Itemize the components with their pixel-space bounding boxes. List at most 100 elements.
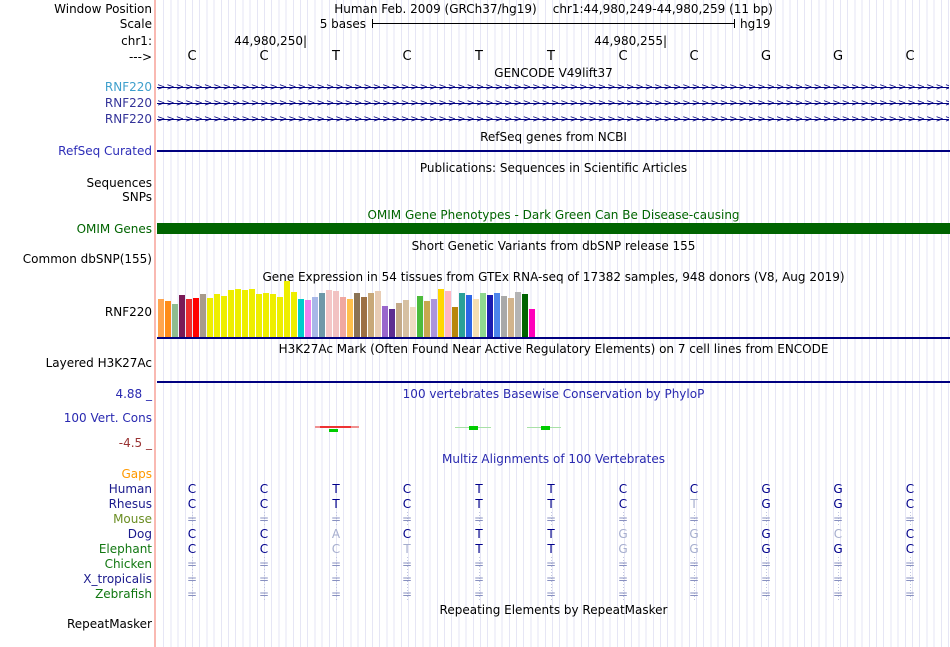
gtex-bar[interactable] [431, 299, 437, 337]
gene-label-rnf220-1[interactable]: RNF220 [104, 80, 152, 94]
alignment-base-cell: T [547, 542, 555, 556]
gtex-bar[interactable] [270, 294, 276, 337]
gtex-bar[interactable] [487, 295, 493, 337]
phylop-track-label[interactable]: 100 Vert. Cons [63, 411, 152, 425]
gtex-bar[interactable] [424, 301, 430, 337]
gtex-bar[interactable] [417, 296, 423, 337]
gtex-bar[interactable] [522, 294, 528, 337]
gene-model-rnf220-1[interactable]: >>>>>>>>>>>>>>>>>>>>>>>>>>>>>>>>>>>>>>>>… [157, 81, 949, 94]
gtex-bar[interactable] [193, 298, 199, 337]
gtex-bar[interactable] [165, 301, 171, 337]
alignment-base-cell: C [259, 497, 269, 511]
gtex-bar[interactable] [305, 300, 311, 337]
alignment-base-cell: G [761, 497, 771, 511]
alignment-base-cell: = [544, 512, 558, 527]
gtex-bar[interactable] [319, 293, 325, 337]
gtex-bar[interactable] [214, 294, 220, 337]
gtex-bar[interactable] [515, 292, 521, 337]
alignment-base-cell: G [689, 542, 699, 556]
gaps-row-label[interactable]: Gaps [121, 467, 152, 481]
gtex-bar[interactable] [263, 293, 269, 337]
gtex-bar[interactable] [277, 297, 283, 337]
alignment-base-cell: G [833, 542, 843, 556]
refseq-gene-line[interactable] [157, 150, 950, 152]
species-label-chicken[interactable]: Chicken [104, 557, 152, 571]
repeatmasker-label[interactable]: RepeatMasker [66, 617, 152, 631]
refseq-curated-label[interactable]: RefSeq Curated [58, 144, 152, 158]
gtex-bar[interactable] [200, 294, 206, 337]
gtex-bar[interactable] [298, 299, 304, 337]
layered-h3k27ac-label[interactable]: Layered H3K27Ac [45, 356, 152, 370]
gtex-bar[interactable] [207, 298, 213, 337]
gtex-bar[interactable] [172, 304, 178, 337]
gtex-gene-label[interactable]: RNF220 [104, 305, 152, 319]
species-label-zebrafish[interactable]: Zebrafish [95, 587, 152, 601]
gtex-bar[interactable] [508, 298, 514, 337]
gtex-bar[interactable] [326, 290, 332, 337]
gtex-bar[interactable] [473, 299, 479, 337]
gene-label-rnf220-3[interactable]: RNF220 [104, 112, 152, 126]
common-dbsnp-label[interactable]: Common dbSNP(155) [22, 252, 152, 266]
gene-label-rnf220-2[interactable]: RNF220 [104, 96, 152, 110]
gtex-bar[interactable] [368, 293, 374, 337]
gtex-bar[interactable] [361, 297, 367, 337]
gtex-bar[interactable] [347, 299, 353, 337]
sequences-label[interactable]: Sequences [86, 176, 152, 190]
gtex-bar-chart[interactable] [157, 281, 950, 337]
gtex-bar[interactable] [529, 309, 535, 337]
alignment-base-cell: = [687, 557, 701, 572]
gtex-bar[interactable] [354, 293, 360, 337]
gtex-bar[interactable] [375, 291, 381, 337]
gtex-bar[interactable] [221, 296, 227, 337]
gene-model-rnf220-2[interactable]: >>>>>>>>>>>>>>>>>>>>>>>>>>>>>>>>>>>>>>>>… [157, 97, 949, 110]
omim-gene-bar[interactable] [157, 223, 950, 234]
gtex-bar[interactable] [284, 281, 290, 337]
omim-genes-label[interactable]: OMIM Genes [76, 222, 152, 236]
gtex-bar[interactable] [382, 306, 388, 337]
h3k27ac-baseline [157, 381, 950, 383]
gtex-bar[interactable] [459, 293, 465, 337]
alignment-base-cell: = [329, 512, 343, 527]
gtex-bar[interactable] [333, 291, 339, 337]
gtex-bar[interactable] [445, 291, 451, 337]
gtex-bar[interactable] [410, 307, 416, 337]
gtex-bar[interactable] [179, 295, 185, 337]
gtex-bar[interactable] [235, 289, 241, 337]
gtex-bar[interactable] [249, 289, 255, 337]
alignment-base-cell: G [761, 527, 771, 541]
gtex-bar[interactable] [480, 293, 486, 337]
gtex-bar[interactable] [389, 309, 395, 337]
species-label-mouse[interactable]: Mouse [113, 512, 152, 526]
alignment-base-cell: C [331, 542, 341, 556]
gtex-bar[interactable] [396, 303, 402, 337]
species-label-dog[interactable]: Dog [127, 527, 152, 541]
species-label-x_tropicalis[interactable]: X_tropicalis [83, 572, 152, 586]
base-letter: T [475, 49, 483, 64]
gtex-bar[interactable] [452, 307, 458, 337]
alignment-base-cell: T [403, 542, 411, 556]
alignment-base-cell: = [400, 512, 414, 527]
gtex-bar[interactable] [186, 299, 192, 337]
species-label-elephant[interactable]: Elephant [98, 542, 152, 556]
gene-model-rnf220-3[interactable]: >>>>>>>>>>>>>>>>>>>>>>>>>>>>>>>>>>>>>>>>… [157, 113, 949, 126]
gtex-bar[interactable] [312, 297, 318, 337]
gtex-bar[interactable] [256, 294, 262, 337]
species-label-human[interactable]: Human [108, 482, 152, 496]
scale-bases-text: 5 bases [319, 17, 366, 31]
gtex-bar[interactable] [501, 296, 507, 337]
alignment-base-cell: = [472, 587, 486, 602]
gtex-bar[interactable] [158, 299, 164, 337]
alignment-base-cell: G [833, 482, 843, 496]
snps-label[interactable]: SNPs [122, 190, 152, 204]
alignment-base-cell: = [257, 512, 271, 527]
base-letter: C [618, 49, 628, 64]
gtex-bar[interactable] [242, 290, 248, 337]
species-label-rhesus[interactable]: Rhesus [108, 497, 152, 511]
gtex-bar[interactable] [466, 295, 472, 337]
gtex-bar[interactable] [291, 292, 297, 337]
gtex-bar[interactable] [228, 290, 234, 337]
gtex-bar[interactable] [494, 293, 500, 337]
gtex-bar[interactable] [403, 300, 409, 337]
gtex-bar[interactable] [340, 297, 346, 337]
gtex-bar[interactable] [438, 289, 444, 337]
